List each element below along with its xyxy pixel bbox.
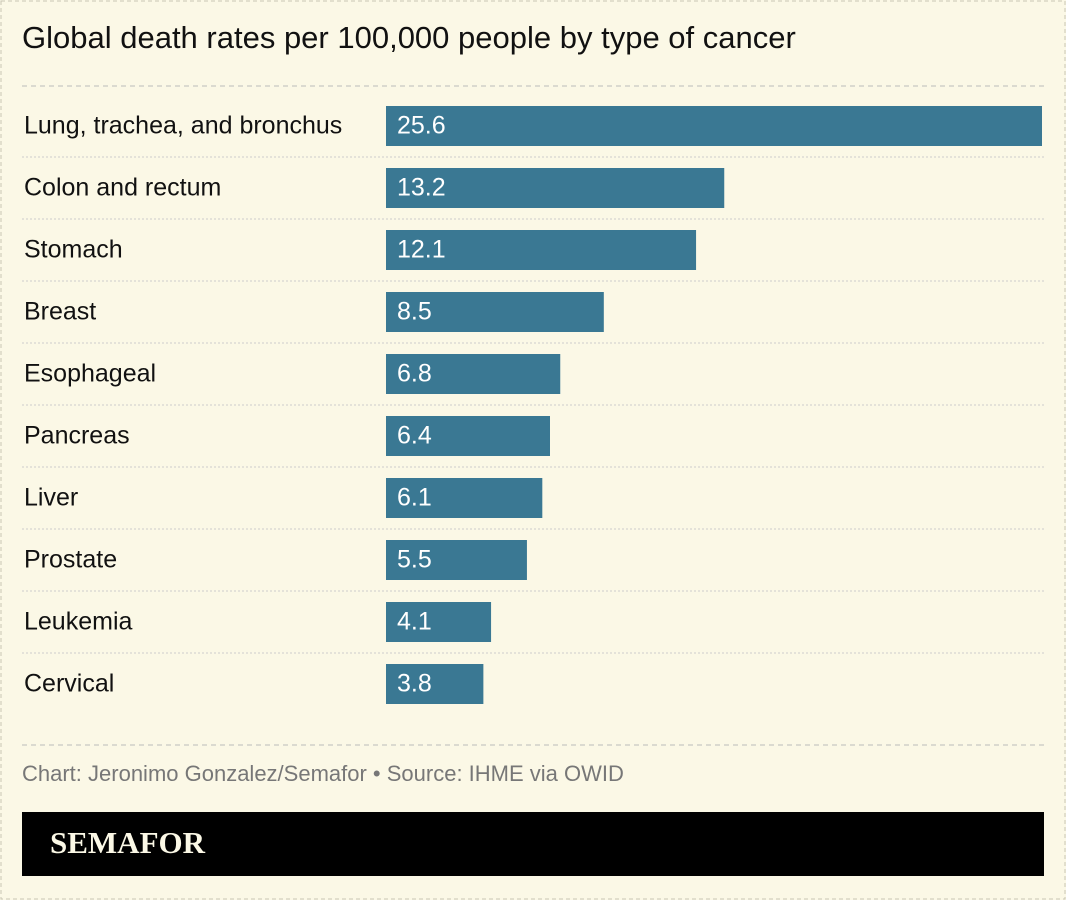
value-label: 5.5 bbox=[397, 546, 432, 574]
category-label: Liver bbox=[24, 484, 78, 512]
value-label: 6.4 bbox=[397, 422, 432, 450]
category-label: Breast bbox=[24, 298, 96, 326]
bar bbox=[386, 354, 561, 394]
value-label: 6.8 bbox=[397, 360, 432, 388]
bar bbox=[386, 292, 604, 332]
value-label: 8.5 bbox=[397, 298, 432, 326]
category-label: Colon and rectum bbox=[24, 174, 221, 202]
category-label: Lung, trachea, and bronchus bbox=[24, 112, 342, 140]
category-label: Prostate bbox=[24, 546, 117, 574]
value-label: 25.6 bbox=[397, 112, 446, 140]
category-label: Esophageal bbox=[24, 360, 156, 388]
value-label: 13.2 bbox=[397, 174, 446, 202]
logo: SEMAFOR bbox=[50, 825, 206, 860]
bar bbox=[386, 478, 543, 518]
bar bbox=[386, 230, 697, 270]
value-label: 6.1 bbox=[397, 484, 432, 512]
bar bbox=[386, 664, 484, 704]
value-label: 3.8 bbox=[397, 670, 432, 698]
bar bbox=[386, 168, 725, 208]
bar bbox=[386, 540, 527, 580]
bar bbox=[386, 416, 550, 456]
chart-title: Global death rates per 100,000 people by… bbox=[22, 20, 796, 55]
logo-bar bbox=[22, 812, 1044, 876]
bar bbox=[386, 602, 492, 642]
value-label: 4.1 bbox=[397, 608, 432, 636]
category-label: Cervical bbox=[24, 670, 114, 698]
bar bbox=[386, 106, 1042, 146]
category-label: Leukemia bbox=[24, 608, 132, 636]
category-label: Pancreas bbox=[24, 422, 130, 450]
source-note: Chart: Jeronimo Gonzalez/Semafor • Sourc… bbox=[22, 761, 624, 786]
category-label: Stomach bbox=[24, 236, 123, 264]
value-label: 12.1 bbox=[397, 236, 446, 264]
